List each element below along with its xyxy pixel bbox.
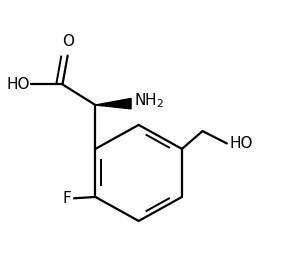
Text: HO: HO bbox=[229, 136, 253, 151]
Polygon shape bbox=[95, 99, 131, 109]
Text: F: F bbox=[63, 191, 72, 206]
Text: NH$_2$: NH$_2$ bbox=[134, 92, 164, 110]
Text: HO: HO bbox=[6, 77, 30, 92]
Text: O: O bbox=[62, 34, 74, 49]
